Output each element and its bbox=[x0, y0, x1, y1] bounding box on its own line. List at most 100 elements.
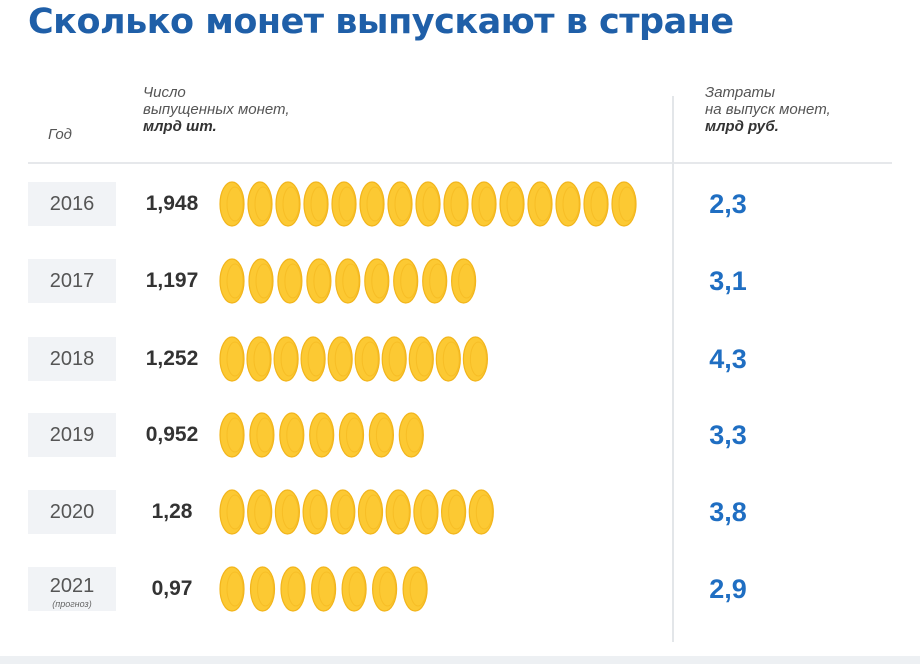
coin-rim bbox=[405, 417, 423, 453]
count-column-header: Число выпущенных монет, млрд шт. bbox=[143, 84, 290, 135]
coin-rim bbox=[422, 186, 440, 222]
coin-mark bbox=[393, 258, 419, 304]
coin-mark bbox=[443, 181, 469, 227]
coin-mark bbox=[402, 566, 428, 612]
coin-mark bbox=[451, 258, 477, 304]
coin-bar-svg bbox=[219, 336, 488, 382]
coin-rim bbox=[253, 341, 271, 377]
coin-rim bbox=[316, 417, 334, 453]
coin-mark bbox=[219, 258, 245, 304]
coin-rim bbox=[309, 494, 327, 530]
coin-mark bbox=[274, 489, 300, 535]
coin-count-label: 1,948 bbox=[145, 192, 199, 215]
coin-rim bbox=[379, 571, 397, 607]
coin-mark bbox=[364, 258, 390, 304]
coin-bar-svg bbox=[219, 258, 477, 304]
coin-mark bbox=[468, 489, 494, 535]
coin-count-label: 1,197 bbox=[145, 269, 199, 292]
year-column-header: Год bbox=[48, 126, 72, 143]
coin-rim bbox=[313, 263, 331, 299]
coin-bar-svg bbox=[219, 489, 494, 535]
coin-rim bbox=[415, 341, 433, 377]
coin-mark bbox=[219, 489, 245, 535]
table-row: 2019 0,952 3,3 bbox=[0, 412, 920, 463]
coin-rim bbox=[342, 263, 360, 299]
forecast-note: (прогноз) bbox=[52, 599, 92, 609]
coin-mark bbox=[246, 336, 272, 382]
cost-header-line1: Затраты bbox=[705, 84, 776, 101]
coin-rim bbox=[469, 341, 487, 377]
coin-rim bbox=[346, 417, 363, 453]
year-label: 2017 bbox=[28, 259, 116, 303]
coin-mark bbox=[471, 181, 497, 227]
coin-bar bbox=[219, 489, 494, 535]
coin-mark bbox=[381, 336, 407, 382]
coin-mark bbox=[583, 181, 609, 227]
coin-bar-svg bbox=[219, 566, 428, 612]
coin-mark bbox=[527, 181, 553, 227]
coin-mark bbox=[357, 489, 384, 535]
coin-rim bbox=[287, 571, 305, 607]
coin-bar-svg bbox=[219, 181, 637, 227]
coin-mark bbox=[327, 336, 353, 382]
coin-mark bbox=[415, 181, 441, 227]
coin-mark bbox=[385, 489, 411, 535]
coin-count-label: 1,252 bbox=[145, 347, 199, 370]
cost-header-line2: на выпуск монет, bbox=[705, 101, 831, 118]
coin-rim bbox=[458, 263, 476, 299]
coin-rim bbox=[284, 263, 302, 299]
coin-rim bbox=[442, 341, 460, 377]
coin-mark bbox=[611, 181, 637, 227]
coin-mark bbox=[306, 258, 332, 304]
coin-mark bbox=[303, 181, 329, 227]
coin-bar-svg bbox=[219, 412, 424, 458]
coin-rim bbox=[226, 341, 244, 377]
coin-rim bbox=[429, 263, 447, 299]
table-row: 2021 (прогноз) 0,97 2,9 bbox=[0, 566, 920, 617]
year-label-text: 2021 bbox=[49, 575, 95, 597]
coin-mark bbox=[219, 181, 245, 227]
coin-rim bbox=[338, 186, 356, 222]
coin-rim bbox=[226, 494, 244, 530]
coin-rim bbox=[334, 341, 352, 377]
cost-label: 3,3 bbox=[709, 420, 747, 450]
header-divider bbox=[28, 162, 892, 164]
coin-bar bbox=[219, 412, 424, 458]
coin-rim bbox=[318, 571, 336, 607]
count-header-unit: млрд шт. bbox=[143, 118, 217, 135]
year-label: 2020 bbox=[28, 490, 116, 534]
coin-mark bbox=[311, 566, 337, 612]
coin-mark bbox=[248, 258, 274, 304]
coin-mark bbox=[435, 336, 461, 382]
table-row: 2016 1,948 2,3 bbox=[0, 181, 920, 232]
bottom-band bbox=[0, 656, 920, 664]
year-label: 2016 bbox=[28, 182, 116, 226]
coin-rim bbox=[448, 494, 466, 530]
coin-mark bbox=[354, 336, 380, 382]
coin-mark bbox=[387, 181, 413, 227]
coin-rim bbox=[256, 417, 274, 453]
coin-mark bbox=[219, 566, 245, 612]
coin-bar bbox=[219, 566, 428, 612]
coin-mark bbox=[277, 258, 303, 304]
coin-rim bbox=[475, 494, 493, 530]
page-title: Сколько монет выпускают в стране bbox=[28, 2, 734, 42]
coin-mark bbox=[219, 336, 245, 382]
year-label: 2021 (прогноз) bbox=[28, 567, 116, 611]
coin-mark bbox=[372, 566, 398, 612]
coin-mark bbox=[219, 412, 245, 458]
coin-bar bbox=[219, 258, 477, 304]
coin-mark bbox=[300, 336, 326, 382]
coin-rim bbox=[388, 341, 406, 377]
coin-rim bbox=[348, 571, 366, 607]
coin-rim bbox=[365, 494, 382, 530]
column-divider bbox=[672, 96, 674, 642]
coin-mark bbox=[413, 489, 439, 535]
coin-rim bbox=[409, 571, 427, 607]
coin-rim bbox=[337, 494, 355, 530]
coin-rim bbox=[307, 341, 325, 377]
coin-mark bbox=[249, 566, 276, 612]
coin-rim bbox=[450, 186, 468, 222]
coin-rim bbox=[310, 186, 328, 222]
coin-rim bbox=[254, 186, 272, 222]
